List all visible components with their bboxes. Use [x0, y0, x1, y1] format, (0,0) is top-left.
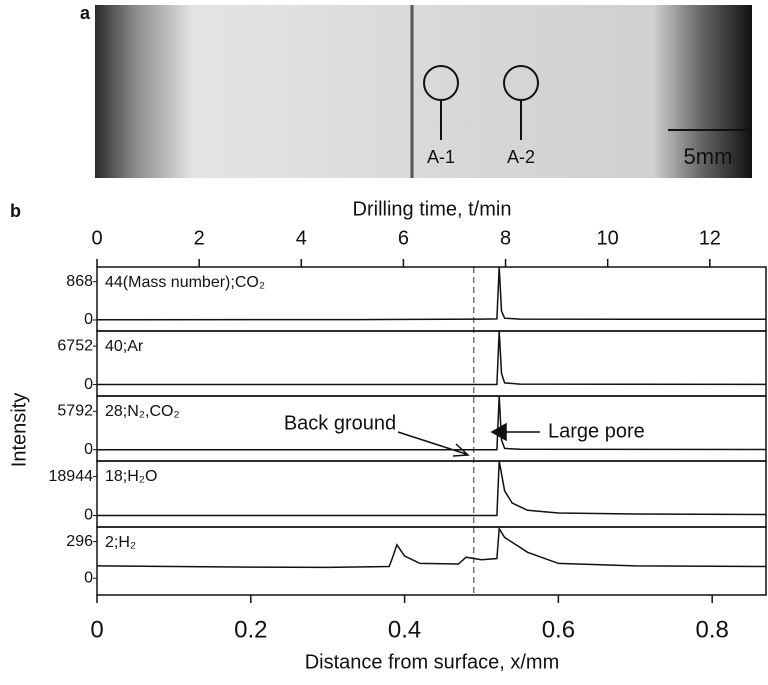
panel-series-label: 40;Ar [105, 338, 144, 355]
x-axis-title: Distance from surface, x/mm [305, 651, 560, 673]
panel-series-label: 2;H₂ [105, 534, 136, 551]
panel-series-label: 28;N₂,CO₂ [105, 403, 180, 420]
y-tick-label: 18944 [49, 468, 94, 485]
y-tick-label: 296 [66, 533, 93, 550]
panel-frame [96, 395, 767, 462]
panel-label: a [80, 3, 91, 23]
y-tick-label: 0 [84, 311, 93, 328]
x-tick-label: 0.6 [542, 616, 575, 643]
top-axis-title: Drilling time, t/min [353, 198, 512, 220]
y-tick-label: 0 [84, 441, 93, 458]
series-line [96, 266, 767, 321]
top-tick-label: 2 [194, 227, 205, 249]
y-tick-label: 0 [84, 376, 93, 393]
top-tick-label: 10 [597, 227, 619, 249]
x-tick-label: 0 [90, 616, 103, 643]
top-tick-label: 0 [91, 227, 102, 249]
series-line [97, 330, 767, 386]
annotation-arrow [490, 422, 540, 442]
scale-bar-label: 5mm [684, 144, 733, 169]
y-tick-label: 6752 [57, 337, 93, 354]
marker-label: A-1 [427, 147, 455, 167]
panel-frame [96, 330, 767, 397]
x-tick-label: 0.8 [695, 616, 728, 643]
panel-frame [96, 460, 767, 528]
marker-label: A-2 [507, 147, 535, 167]
annotation-arrow [397, 431, 470, 457]
y-tick-label: 868 [66, 273, 93, 290]
annotation: Back ground [284, 412, 396, 434]
x-tick-label: 0.2 [234, 616, 267, 643]
y-axis-title: Intensity [8, 393, 30, 467]
panel-series-label: 18;H₂O [105, 468, 157, 485]
x-tick-label: 0.4 [388, 616, 421, 643]
series-line [97, 395, 767, 451]
series-line [97, 460, 767, 517]
top-tick-label: 6 [398, 227, 409, 249]
top-tick-label: 4 [296, 227, 307, 249]
annotation: Large pore [548, 420, 645, 442]
panel-label: b [10, 201, 21, 221]
y-tick-label: 0 [84, 507, 93, 524]
top-tick-label: 12 [699, 227, 721, 249]
photo [95, 5, 752, 178]
y-tick-label: 5792 [57, 403, 93, 420]
y-tick-label: 0 [84, 569, 93, 586]
series-line [96, 526, 767, 569]
top-tick-label: 8 [500, 227, 511, 249]
panel-series-label: 44(Mass number);CO₂ [105, 274, 265, 291]
panel-frame [96, 526, 767, 596]
